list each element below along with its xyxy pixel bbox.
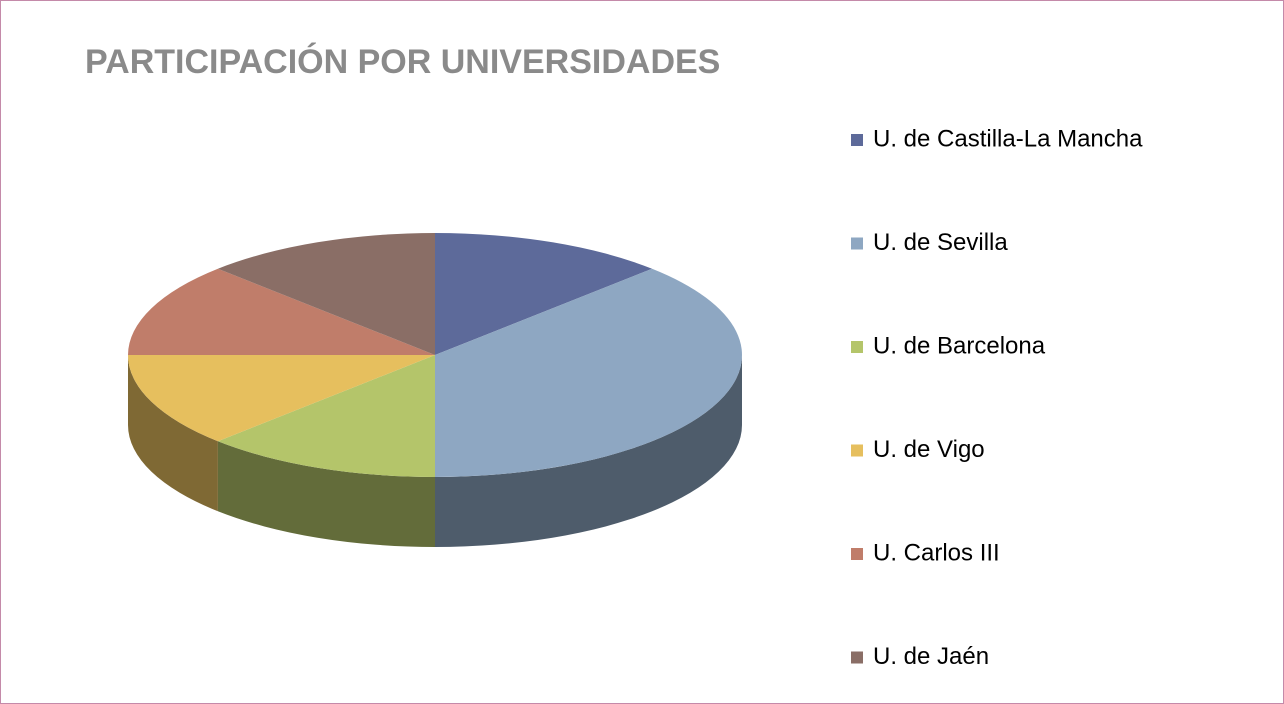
- slice: [127, 355, 435, 442]
- chart-title: PARTICIPACIÓN POR UNIVERSIDADES: [85, 43, 720, 81]
- legend-swatch: [851, 548, 863, 560]
- slice-side: [217, 441, 435, 547]
- slice: [217, 233, 435, 355]
- legend-label: U. de Jaén: [873, 643, 989, 670]
- legend-label: U. de Sevilla: [873, 229, 1008, 256]
- legend-label: U. de Vigo: [873, 436, 985, 463]
- legend-swatch: [851, 341, 863, 353]
- legend-swatch: [851, 134, 863, 146]
- slice-side: [435, 355, 742, 547]
- legend-label: U. de Barcelona: [873, 332, 1046, 359]
- legend-label: U. de Castilla-La Mancha: [873, 125, 1143, 152]
- legend-swatch: [851, 444, 863, 457]
- legend-label: U. Carlos III: [873, 539, 1000, 566]
- slice: [217, 355, 435, 477]
- legend-swatch: [851, 237, 863, 250]
- slice: [128, 268, 435, 355]
- slice: [435, 268, 742, 477]
- legend-swatch: [851, 651, 863, 664]
- slice: [435, 233, 653, 355]
- slice-side: [127, 355, 218, 512]
